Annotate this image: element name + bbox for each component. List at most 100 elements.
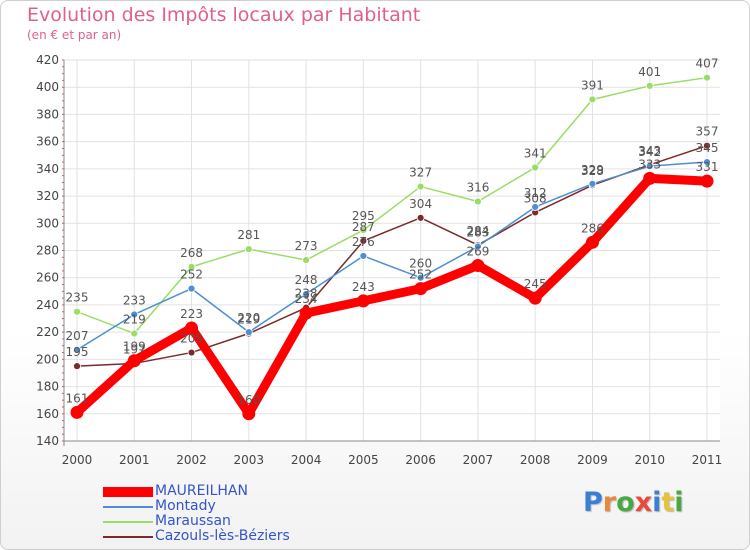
- data-label: 233: [123, 293, 146, 307]
- data-label: 245: [524, 277, 547, 291]
- data-point: [302, 256, 310, 264]
- data-point: [70, 405, 84, 419]
- x-tick-label: 2005: [348, 453, 379, 467]
- data-label: 328: [581, 164, 604, 178]
- data-point: [73, 307, 81, 316]
- data-point: [187, 262, 196, 271]
- data-label: 286: [581, 221, 604, 235]
- chart-subtitle: (en € et par an): [27, 28, 122, 42]
- x-tick-label: 2009: [577, 453, 608, 467]
- legend-label-maraussan: Maraussan: [155, 513, 231, 529]
- data-point: [531, 203, 540, 211]
- data-point: [356, 294, 370, 308]
- legend-swatch-maraussan: [103, 521, 153, 523]
- data-label: 281: [237, 228, 260, 242]
- data-point: [645, 162, 654, 171]
- data-label: 195: [66, 345, 89, 359]
- data-point: [528, 291, 542, 305]
- data-label: 341: [524, 146, 547, 160]
- y-tick-label: 160: [36, 407, 59, 421]
- data-point: [588, 95, 597, 104]
- data-point: [474, 242, 482, 251]
- y-tick-label: 200: [36, 352, 59, 366]
- y-tick-label: 320: [36, 189, 59, 203]
- x-tick-label: 2002: [176, 453, 207, 467]
- data-point: [242, 407, 256, 421]
- data-point: [187, 348, 196, 357]
- data-point: [244, 328, 253, 337]
- logo-letter: i: [674, 487, 684, 518]
- y-tick-label: 180: [36, 380, 59, 394]
- data-point: [185, 321, 199, 335]
- x-tick-label: 2008: [520, 453, 551, 467]
- y-tick-label: 140: [36, 434, 59, 448]
- y-tick-label: 340: [36, 162, 59, 176]
- data-label: 219: [123, 313, 146, 327]
- data-point: [645, 81, 654, 90]
- data-label: 391: [581, 78, 604, 92]
- data-label: 276: [352, 235, 375, 249]
- data-point: [73, 345, 81, 354]
- data-point: [359, 237, 368, 245]
- legend-swatch-montady: [103, 506, 153, 508]
- series-line-3: [76, 144, 708, 367]
- y-tick-label: 240: [36, 298, 59, 312]
- data-point: [588, 179, 597, 188]
- data-label: 401: [638, 65, 661, 79]
- data-point: [416, 213, 425, 222]
- data-point: [471, 258, 485, 272]
- x-tick-label: 2003: [234, 453, 265, 467]
- data-point: [703, 158, 711, 166]
- data-point: [703, 141, 711, 150]
- data-point: [703, 73, 711, 82]
- data-point: [73, 362, 81, 371]
- data-point: [643, 171, 657, 185]
- legend-item-montady: Montady: [99, 498, 359, 515]
- data-label: 357: [696, 125, 719, 139]
- data-label: 252: [409, 268, 432, 282]
- data-point: [531, 163, 540, 172]
- data-label: 273: [295, 239, 318, 253]
- y-tick-label: 220: [36, 325, 59, 339]
- series-line-1: [76, 161, 708, 351]
- data-label: 331: [696, 160, 719, 174]
- data-label: 260: [409, 257, 432, 271]
- data-point: [299, 306, 313, 320]
- legend-label-cazouls: Cazouls-lès-Béziers: [155, 528, 290, 544]
- legend-label-montady: Montady: [155, 498, 216, 514]
- y-tick-label: 280: [36, 244, 59, 258]
- y-tick-label: 360: [36, 135, 59, 149]
- legend-item-maraussan: Maraussan: [99, 513, 359, 530]
- logo-letter: P: [583, 487, 603, 518]
- logo-letter: o: [616, 487, 635, 518]
- data-label: 252: [180, 268, 203, 282]
- y-tick-label: 420: [36, 53, 59, 67]
- data-label: 308: [524, 191, 547, 205]
- data-label: 223: [180, 307, 203, 321]
- logo-letter: i: [652, 487, 662, 518]
- data-label: 219: [237, 313, 260, 327]
- data-point: [359, 252, 368, 260]
- logo-letter: x: [634, 487, 653, 518]
- data-label: 342: [638, 145, 661, 159]
- data-point: [359, 226, 368, 234]
- data-point: [700, 174, 714, 188]
- data-point: [416, 182, 425, 191]
- legend-item-maureilhan: MAUREILHAN: [99, 483, 359, 500]
- x-tick-label: 2007: [463, 453, 494, 467]
- x-tick-label: 2011: [692, 453, 723, 467]
- data-label: 333: [638, 157, 661, 171]
- x-tick-label: 2010: [634, 453, 665, 467]
- data-label: 248: [295, 273, 318, 287]
- legend-label-maureilhan: MAUREILHAN: [155, 483, 248, 499]
- x-tick-label: 2000: [62, 453, 93, 467]
- logo-letter: r: [602, 487, 617, 518]
- data-label: 329: [581, 163, 604, 177]
- data-label: 205: [180, 332, 203, 346]
- y-tick-label: 380: [36, 107, 59, 121]
- data-point: [414, 282, 428, 296]
- data-label: 287: [352, 220, 375, 234]
- data-label: 407: [696, 57, 719, 71]
- data-label: 160: [237, 393, 260, 407]
